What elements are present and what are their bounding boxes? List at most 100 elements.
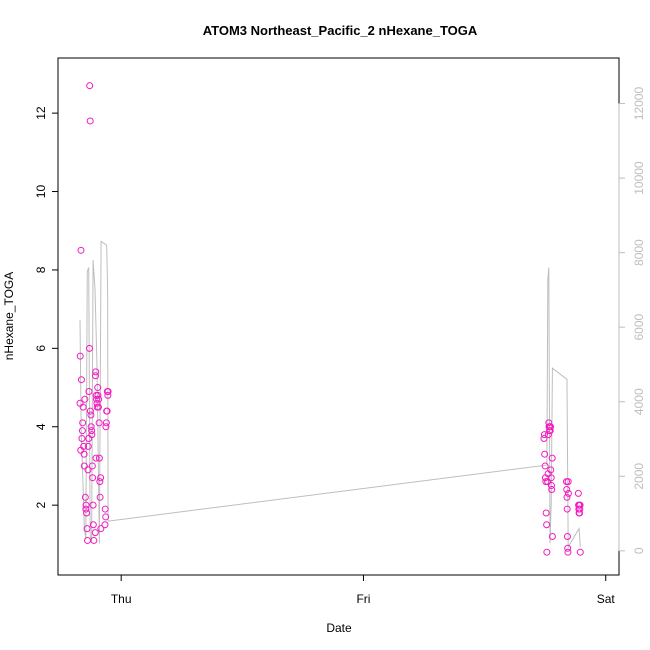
data-point (576, 501, 584, 509)
data-point (81, 493, 89, 501)
data-point (546, 423, 554, 431)
data-point (78, 435, 86, 443)
data-point (80, 450, 88, 458)
data-point (576, 509, 584, 517)
data-point (86, 407, 94, 415)
y-tick-label: 4 (34, 423, 48, 430)
data-point (87, 423, 95, 431)
y2-tick-label: 8000 (632, 239, 646, 266)
data-point (545, 419, 553, 427)
y-axis-label: nHexane_TOGA (2, 272, 16, 361)
data-point (540, 435, 548, 443)
plot-frame (57, 57, 620, 576)
data-point (547, 482, 555, 490)
data-point (96, 478, 104, 486)
data-point (92, 368, 100, 376)
y2-tick-label: 0 (632, 547, 646, 554)
altitude-line-layer (79, 240, 581, 549)
x-tick-label: Sat (597, 592, 616, 606)
data-point (77, 376, 85, 384)
data-point (92, 395, 100, 403)
data-point (564, 544, 572, 552)
data-point (574, 489, 582, 497)
data-point (576, 548, 584, 556)
point-layer (76, 82, 584, 556)
data-point (95, 454, 103, 462)
data-point (544, 478, 552, 486)
data-point (102, 419, 110, 427)
altitude-line (79, 240, 581, 549)
data-point (97, 525, 105, 533)
data-point (564, 478, 572, 486)
data-point (93, 399, 101, 407)
data-point (89, 474, 97, 482)
y-tick-label: 6 (34, 345, 48, 352)
data-point (86, 117, 94, 125)
y-axis-left: 2 4 6 8 10 12 (34, 106, 59, 508)
y2-tick-label: 4000 (632, 388, 646, 415)
y-tick-label: 2 (34, 501, 48, 508)
data-point (104, 387, 112, 395)
data-point (103, 407, 111, 415)
data-point (89, 521, 97, 529)
data-point (104, 391, 112, 399)
y-axis-right: 0 2000 4000 6000 8000 10000 12000 (618, 87, 646, 554)
data-point (547, 474, 555, 482)
x-tick-label: Thu (111, 592, 132, 606)
data-point (547, 466, 555, 474)
data-point (94, 391, 102, 399)
y2-tick-label: 12000 (632, 87, 646, 121)
data-point (541, 462, 549, 470)
data-point (86, 82, 94, 90)
data-point (563, 485, 571, 493)
data-point (563, 505, 571, 513)
data-point (84, 442, 92, 450)
data-point (101, 505, 109, 513)
data-point (84, 466, 92, 474)
data-point (84, 536, 92, 544)
y2-tick-label: 10000 (632, 161, 646, 195)
data-point (548, 454, 556, 462)
data-point (544, 431, 552, 439)
data-point (96, 493, 104, 501)
y-tick-label: 8 (34, 266, 48, 273)
chart-title: ATOM3 Northeast_Pacific_2 nHexane_TOGA (203, 23, 478, 38)
y-tick-label: 12 (34, 106, 48, 120)
y2-tick-label: 6000 (632, 314, 646, 341)
data-point (87, 411, 95, 419)
data-point (546, 427, 554, 435)
data-point (97, 474, 105, 482)
data-point (92, 454, 100, 462)
data-point (95, 395, 103, 403)
data-point (548, 485, 556, 493)
data-point (90, 536, 98, 544)
data-point (91, 529, 99, 537)
data-point (102, 513, 110, 521)
data-point (543, 548, 551, 556)
x-axis: Thu Fri Sat (111, 574, 616, 606)
x-tick-label: Fri (356, 592, 370, 606)
data-point (92, 372, 100, 380)
data-point (89, 501, 97, 509)
data-point (79, 419, 87, 427)
data-point (80, 462, 88, 470)
x-axis-label: Date (326, 621, 352, 635)
data-point (541, 450, 549, 458)
data-point (576, 505, 584, 513)
data-point (88, 462, 96, 470)
data-point (76, 352, 84, 360)
data-point (78, 427, 86, 435)
data-point (77, 246, 85, 254)
data-point (540, 431, 548, 439)
data-point (94, 403, 102, 411)
data-point (82, 501, 90, 509)
data-point (82, 505, 90, 513)
data-point (548, 533, 556, 541)
data-point (564, 548, 572, 556)
data-point (101, 521, 109, 529)
data-point (94, 384, 102, 392)
y-tick-label: 10 (34, 185, 48, 199)
data-point (563, 493, 571, 501)
data-point (542, 509, 550, 517)
